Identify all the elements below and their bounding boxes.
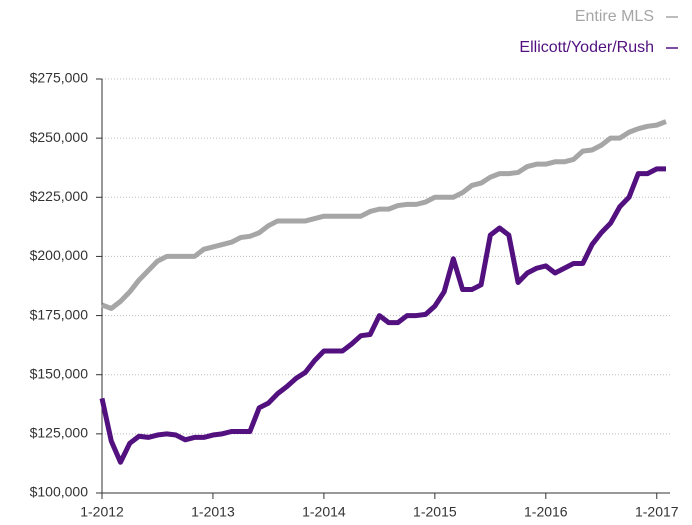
legend-label: Entire MLS [575,8,654,25]
x-tick-label: 1-2016 [524,504,568,520]
series-line [99,166,666,465]
y-tick-label: $175,000 [30,306,89,322]
y-tick-label: $150,000 [30,365,89,381]
x-tick-label: 1-2012 [80,504,124,520]
y-tick-label: $100,000 [30,484,89,500]
x-tick-label: 1-2017 [635,504,679,520]
y-tick-label: $250,000 [30,129,89,145]
x-tick-label: 1-2015 [413,504,457,520]
x-tick-label: 1-2013 [191,504,235,520]
series-line [101,119,667,311]
y-tick-label: $125,000 [30,425,89,441]
y-tick-label: $275,000 [30,70,89,86]
x-tick-label: 1-2014 [302,504,346,520]
y-tick-label: $225,000 [30,188,89,204]
legend-label: Ellicott/Yoder/Rush [519,39,654,56]
y-tick-label: $200,000 [30,247,89,263]
